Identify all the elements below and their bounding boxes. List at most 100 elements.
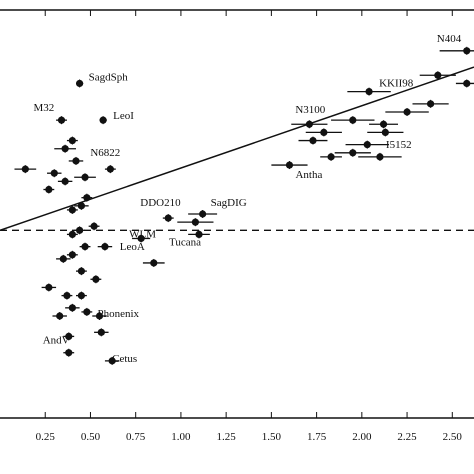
- marker-11: [45, 185, 53, 194]
- marker-7: [50, 169, 58, 177]
- data-point-1: [56, 116, 67, 125]
- data-point-12: [81, 193, 93, 202]
- marker-12: [83, 194, 91, 202]
- marker-29: [45, 283, 53, 292]
- data-point-27: [75, 267, 87, 276]
- data-point-38: [63, 348, 75, 357]
- point-label-0: SagdSph: [89, 71, 129, 83]
- marker-56: [285, 161, 294, 169]
- point-label-35: Phonenix: [98, 308, 140, 320]
- data-point-57: [188, 230, 210, 239]
- data-point-16: [188, 210, 218, 218]
- x-tick-label-8: 2.25: [397, 431, 417, 443]
- marker-8: [106, 165, 114, 173]
- data-point-34: [81, 307, 93, 316]
- marker-43: [463, 79, 471, 88]
- marker-50: [381, 128, 389, 136]
- data-point-10: [57, 177, 73, 186]
- point-label-16: SagDIG: [211, 197, 247, 209]
- data-point-36: [63, 332, 75, 341]
- marker-14: [68, 206, 76, 214]
- data-point-35: [92, 312, 107, 320]
- marker-24: [68, 251, 76, 259]
- data-point-8: [104, 165, 116, 174]
- data-point-50: [367, 128, 404, 137]
- data-point-53: [334, 148, 371, 157]
- data-point-24: [66, 250, 78, 259]
- data-point-5: [68, 156, 84, 165]
- data-point-7: [47, 169, 62, 178]
- data-point-28: [90, 275, 102, 284]
- marker-28: [92, 275, 100, 283]
- point-label-46: N3100: [295, 104, 325, 116]
- marker-17: [191, 218, 199, 226]
- point-label-38: AndV: [43, 335, 70, 347]
- data-point-19: [74, 226, 86, 235]
- data-point-37: [94, 328, 109, 337]
- data-point-21: [132, 234, 151, 243]
- marker-19: [76, 226, 84, 234]
- marker-21: [137, 234, 145, 243]
- data-point-56: [271, 161, 308, 170]
- data-point-11: [43, 185, 55, 194]
- data-point-29: [41, 283, 57, 292]
- data-point-49: [305, 128, 342, 137]
- marker-20: [68, 230, 76, 238]
- point-label-21: WLM: [129, 228, 156, 240]
- data-point-55: [320, 152, 342, 161]
- marker-36: [65, 332, 73, 340]
- marker-34: [83, 308, 91, 316]
- data-point-22: [79, 242, 91, 251]
- point-label-2: LeoI: [113, 110, 134, 122]
- marker-23: [101, 243, 109, 251]
- marker-30: [63, 292, 71, 300]
- point-label-54: I5152: [386, 139, 412, 151]
- point-label-57: Tucana: [169, 236, 201, 248]
- data-point-13: [74, 201, 89, 210]
- x-tick-label-6: 1.75: [307, 431, 327, 443]
- axes: [0, 9, 474, 419]
- data-point-54: [358, 152, 402, 161]
- marker-13: [77, 202, 86, 210]
- data-point-20: [66, 230, 78, 239]
- data-point-45: [385, 108, 429, 116]
- marker-2: [99, 116, 107, 124]
- marker-25: [59, 255, 67, 263]
- data-point-40: [439, 46, 474, 55]
- marker-4: [61, 145, 69, 153]
- marker-35: [95, 312, 104, 320]
- marker-48: [349, 116, 357, 124]
- data-point-48: [331, 116, 375, 125]
- marker-27: [77, 267, 86, 275]
- marker-39: [108, 357, 116, 365]
- marker-42: [365, 88, 373, 96]
- marker-1: [57, 116, 66, 124]
- data-point-14: [66, 205, 78, 214]
- point-label-1: M32: [34, 102, 55, 114]
- data-point-15: [162, 214, 174, 223]
- marker-15: [164, 214, 172, 222]
- x-tick-label-0: 0.25: [36, 431, 56, 443]
- marker-9: [81, 173, 89, 181]
- x-tick-label-4: 1.25: [217, 431, 237, 443]
- data-point-39: [104, 356, 120, 365]
- data-point-32: [65, 303, 80, 312]
- data-point-41: [419, 71, 456, 80]
- marker-53: [349, 149, 357, 157]
- marker-52: [363, 141, 371, 149]
- data-point-2: [99, 116, 107, 125]
- marker-47: [379, 120, 388, 128]
- marker-3: [68, 136, 76, 145]
- marker-51: [309, 136, 317, 145]
- x-tick-label-5: 1.50: [262, 431, 282, 443]
- marker-55: [327, 153, 335, 161]
- data-point-52: [345, 140, 389, 149]
- marker-49: [320, 128, 328, 136]
- marker-45: [403, 108, 411, 116]
- point-label-42: KKII98: [379, 78, 414, 90]
- marker-57: [195, 230, 203, 238]
- data-point-6: [14, 165, 37, 174]
- data-point-46: [291, 120, 328, 129]
